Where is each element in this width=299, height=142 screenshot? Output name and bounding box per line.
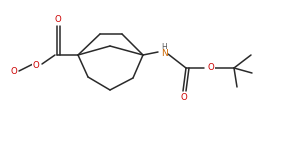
Text: O: O [33,60,39,69]
Text: O: O [181,93,187,103]
Text: O: O [55,15,61,25]
Text: O: O [11,66,17,76]
Text: H: H [161,42,167,52]
Text: N: N [161,50,167,59]
Text: O: O [208,62,214,72]
